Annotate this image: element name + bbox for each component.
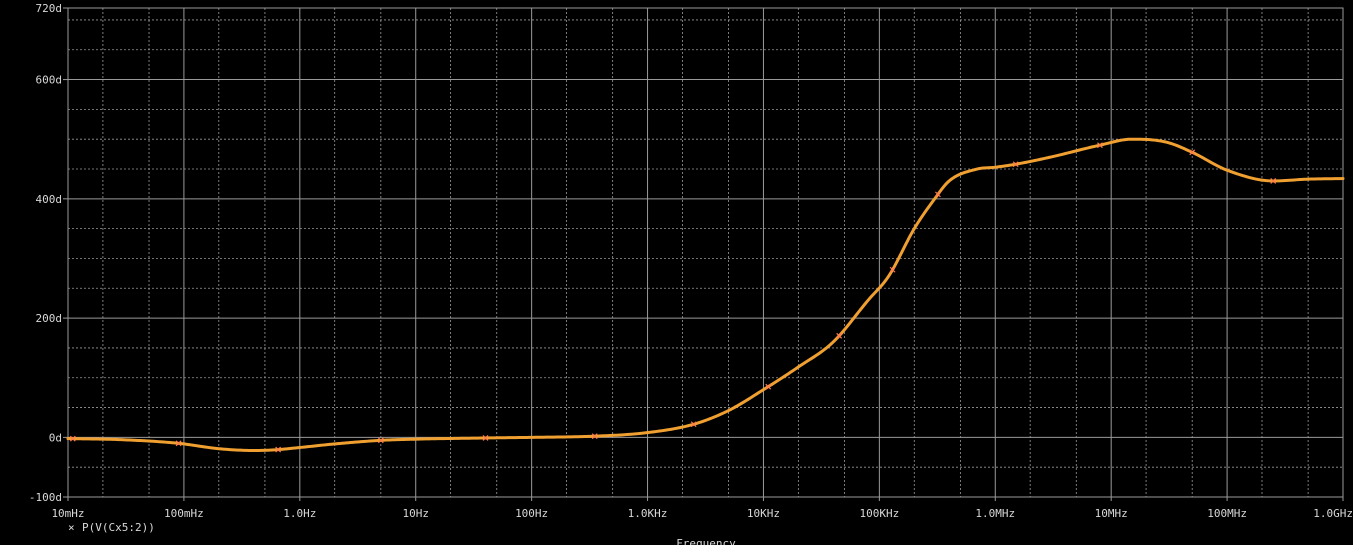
series-marker [1189, 149, 1196, 156]
x-tick-label: 100KHz [859, 507, 899, 520]
legend-label[interactable]: P(V(Cx5:2)) [82, 521, 155, 534]
x-tick-label: 10Hz [402, 507, 429, 520]
x-tick-label: 10mHz [51, 507, 84, 520]
series-marker [889, 266, 896, 273]
x-axis-ticks: 10mHz 100mHz 1.0Hz 10Hz 100Hz 1.0KHz 10KHz 100K… [51, 497, 1353, 520]
marker-stroke [765, 383, 772, 390]
series-marker [1097, 142, 1103, 149]
series-line-phase [66, 137, 1345, 452]
y-tick-label: 400d [36, 193, 63, 206]
x-tick-label: 1.0GHz [1313, 507, 1353, 520]
y-tick-label: 200d [36, 312, 63, 325]
series-marker [690, 421, 697, 428]
x-tick-label: 10MHz [1095, 507, 1128, 520]
series-marker [591, 433, 598, 440]
x-tick-label: 100Hz [515, 507, 548, 520]
x-tick-label: 100MHz [1207, 507, 1247, 520]
series-marker [377, 437, 384, 444]
y-axis-ticks: -100d 0d 200d 400d 600d 720d [29, 2, 68, 504]
series-marker [1012, 161, 1019, 168]
marker-stroke [934, 191, 941, 198]
series-marker [1270, 178, 1277, 184]
marker-stroke [1097, 142, 1103, 149]
y-tick-label: -100d [29, 491, 62, 504]
series-marker [934, 191, 941, 198]
marker-stroke [69, 435, 76, 442]
series-marker [175, 440, 182, 447]
legend-marker-icon: × [68, 521, 75, 534]
marker-stroke [175, 440, 182, 447]
series-marker [765, 383, 772, 390]
x-tick-label: 1.0KHz [628, 507, 668, 520]
y-tick-label: 720d [36, 2, 63, 15]
y-tick-label: 0d [49, 431, 62, 444]
series-marker [69, 435, 76, 442]
marker-stroke [836, 332, 843, 339]
series-marker [482, 435, 489, 441]
grid [68, 8, 1343, 497]
x-tick-label: 1.0MHz [975, 507, 1015, 520]
marker-stroke [1012, 161, 1019, 168]
marker-stroke [482, 435, 489, 441]
x-tick-label: 10KHz [747, 507, 780, 520]
marker-stroke [591, 433, 598, 440]
series-markers [69, 142, 1277, 453]
series-marker [275, 446, 282, 453]
marker-stroke [690, 421, 697, 428]
legend[interactable]: × P(V(Cx5:2)) [68, 521, 155, 534]
marker-stroke [1189, 149, 1196, 156]
x-axis-label: Frequency [676, 537, 736, 545]
marker-stroke [889, 266, 896, 273]
marker-stroke [1270, 178, 1277, 184]
plot-frame [67, 7, 1344, 498]
marker-stroke [275, 446, 282, 453]
series-marker [836, 332, 843, 339]
y-tick-label: 600d [36, 74, 63, 87]
marker-stroke [377, 437, 384, 444]
x-tick-label: 100mHz [164, 507, 204, 520]
x-tick-label: 1.0Hz [283, 507, 316, 520]
